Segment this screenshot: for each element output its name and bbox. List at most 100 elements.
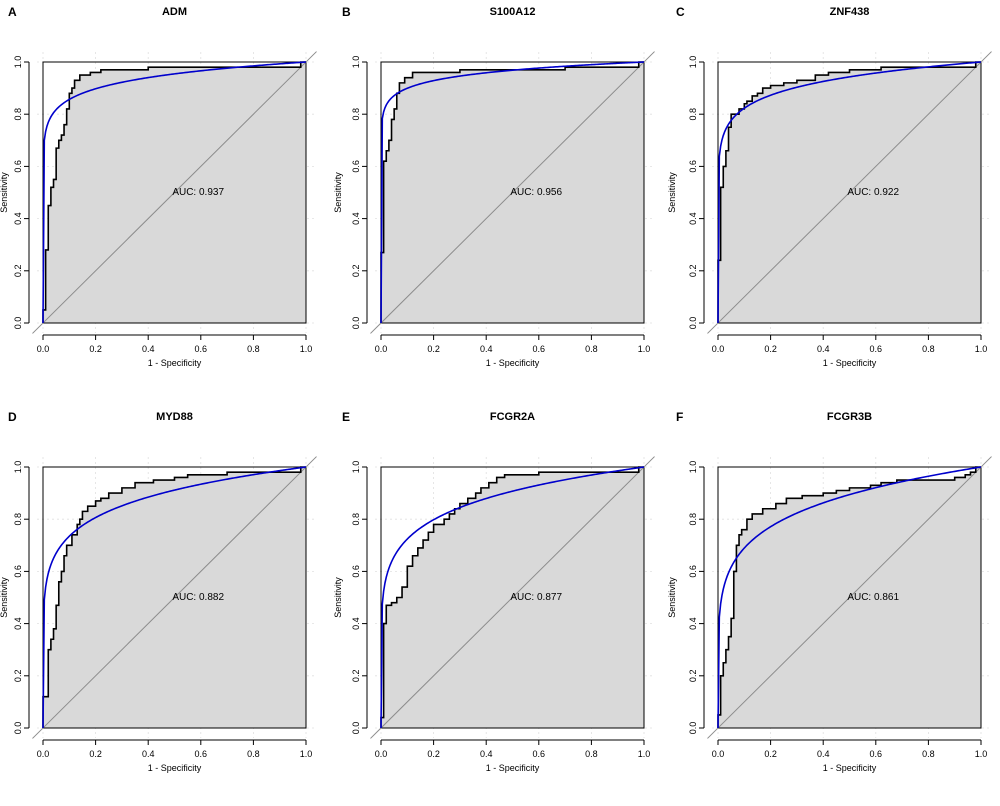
y-axis-title: Sensitivity	[333, 172, 343, 213]
x-tick-label: 0.4	[142, 749, 155, 759]
smooth-roc-curve	[717, 61, 982, 324]
y-tick-label: 0.2	[688, 670, 698, 683]
smooth-roc-curve	[380, 61, 645, 324]
x-tick-label: 0.0	[712, 749, 725, 759]
x-tick-label: 0.6	[870, 749, 883, 759]
empirical-roc-curve	[717, 61, 981, 323]
y-tick-label: 0.8	[351, 108, 361, 121]
chance-diagonal	[370, 456, 655, 739]
x-axis-title: 1 - Specificity	[148, 358, 202, 368]
smooth-roc-curve	[380, 466, 645, 729]
y-tick-label: 1.0	[13, 56, 23, 69]
plot-region-frame	[42, 466, 307, 729]
panel-letter: C	[676, 5, 685, 19]
y-tick-label: 0.0	[351, 317, 361, 330]
auc-annotation: AUC: 0.877	[510, 592, 562, 603]
y-tick-label: 1.0	[688, 56, 698, 69]
auc-annotation: AUC: 0.956	[510, 187, 562, 198]
x-tick-label: 0.2	[89, 749, 102, 759]
smooth-roc-curve	[717, 466, 982, 729]
x-tick-label: 0.6	[195, 344, 208, 354]
y-tick-label: 0.4	[13, 212, 23, 225]
empirical-roc-curve	[42, 466, 306, 728]
auc-annotation: AUC: 0.882	[172, 592, 224, 603]
y-tick-label: 0.4	[351, 212, 361, 225]
y-tick-label: 0.8	[688, 513, 698, 526]
y-tick-label: 0.0	[13, 317, 23, 330]
chance-diagonal	[32, 456, 317, 739]
y-tick-label: 0.2	[13, 265, 23, 278]
x-tick-label: 0.0	[375, 344, 388, 354]
x-axis-title: 1 - Specificity	[486, 358, 540, 368]
chance-diagonal	[707, 51, 992, 334]
x-tick-label: 0.4	[817, 749, 830, 759]
y-tick-label: 0.4	[688, 617, 698, 630]
y-tick-label: 0.2	[688, 265, 698, 278]
x-axis-title: 1 - Specificity	[148, 763, 202, 773]
y-tick-label: 0.8	[13, 513, 23, 526]
plot-region-frame	[380, 61, 645, 324]
y-tick-label: 0.6	[351, 565, 361, 578]
plot-region-frame	[380, 466, 645, 729]
empirical-roc-curve	[42, 61, 306, 323]
empirical-roc-curve	[717, 466, 981, 728]
panel-letter: E	[342, 410, 350, 424]
y-tick-label: 0.6	[688, 160, 698, 173]
x-tick-label: 0.8	[247, 344, 260, 354]
y-tick-label: 0.4	[351, 617, 361, 630]
y-axis-title: Sensitivity	[333, 577, 343, 618]
x-axis-title: 1 - Specificity	[823, 763, 877, 773]
plot-region-frame	[717, 61, 982, 324]
x-tick-label: 0.8	[922, 749, 935, 759]
x-tick-label: 0.0	[375, 749, 388, 759]
roc-panel-a: 0.0 0.2 0.4 0.6 0.8 1.0 0.0 0.2 0.4 0.6 0.8 1.0 1 - …	[0, 5, 317, 368]
panel-letter: B	[342, 5, 351, 19]
y-tick-label: 1.0	[351, 56, 361, 69]
y-tick-label: 0.6	[13, 565, 23, 578]
x-tick-label: 0.4	[480, 749, 493, 759]
x-tick-label: 0.0	[37, 344, 50, 354]
roc-panel-b: 0.0 0.2 0.4 0.6 0.8 1.0 0.0 0.2 0.4 0.6 0.8 1.0 1 - …	[333, 5, 655, 368]
smooth-roc-curve	[42, 466, 307, 729]
x-tick-label: 1.0	[300, 344, 313, 354]
x-tick-label: 1.0	[638, 344, 651, 354]
x-tick-label: 0.6	[533, 749, 546, 759]
x-tick-label: 0.2	[427, 749, 440, 759]
x-tick-label: 0.4	[817, 344, 830, 354]
auc-annotation: AUC: 0.861	[847, 592, 899, 603]
panel-title: FCGR3B	[827, 411, 872, 423]
y-axis-title: Sensitivity	[667, 577, 677, 618]
auc-annotation: AUC: 0.922	[847, 187, 899, 198]
chance-diagonal	[370, 51, 655, 334]
x-tick-label: 0.2	[764, 344, 777, 354]
roc-panel-d: 0.0 0.2 0.4 0.6 0.8 1.0 0.0 0.2 0.4 0.6 0.8 1.0 1 - …	[0, 410, 317, 773]
y-tick-label: 0.6	[688, 565, 698, 578]
x-tick-label: 0.4	[480, 344, 493, 354]
x-tick-label: 0.8	[585, 344, 598, 354]
y-tick-label: 0.8	[688, 108, 698, 121]
x-tick-label: 0.6	[195, 749, 208, 759]
y-tick-label: 1.0	[13, 461, 23, 474]
panel-letter: A	[8, 5, 17, 19]
x-tick-label: 0.8	[247, 749, 260, 759]
panel-title: ADM	[162, 6, 187, 18]
auc-annotation: AUC: 0.937	[172, 187, 224, 198]
y-tick-label: 0.8	[13, 108, 23, 121]
x-tick-label: 0.2	[427, 344, 440, 354]
x-tick-label: 1.0	[300, 749, 313, 759]
panel-title: MYD88	[156, 411, 193, 423]
y-tick-label: 0.0	[688, 317, 698, 330]
y-axis-title: Sensitivity	[0, 577, 9, 618]
x-axis-title: 1 - Specificity	[486, 763, 540, 773]
x-tick-label: 0.8	[922, 344, 935, 354]
x-tick-label: 0.2	[764, 749, 777, 759]
chance-diagonal	[707, 456, 992, 739]
y-tick-label: 0.6	[351, 160, 361, 173]
panel-title: FCGR2A	[490, 411, 535, 423]
y-tick-label: 1.0	[688, 461, 698, 474]
x-tick-label: 0.0	[712, 344, 725, 354]
x-tick-label: 0.8	[585, 749, 598, 759]
x-tick-label: 0.4	[142, 344, 155, 354]
x-tick-label: 1.0	[975, 749, 988, 759]
